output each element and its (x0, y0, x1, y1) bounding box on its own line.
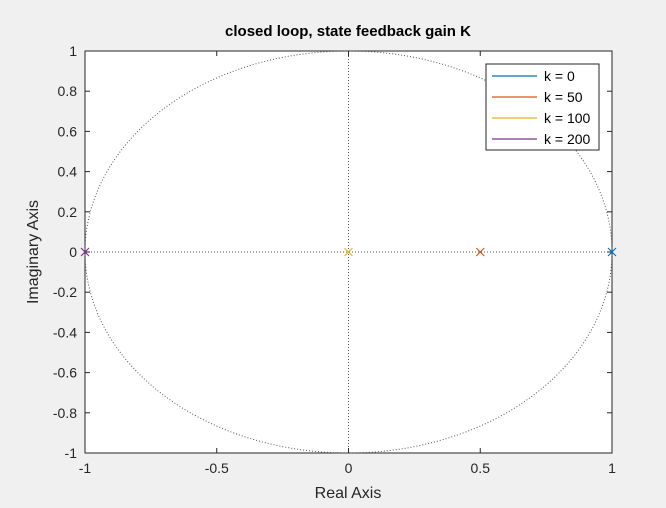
y-tick-label: -0.2 (53, 284, 77, 300)
legend-box (485, 63, 600, 151)
pole-marker (344, 247, 353, 257)
legend-label: k = 200 (544, 131, 591, 147)
x-tick-label: 0.5 (471, 460, 491, 476)
y-tick-label: 1 (69, 43, 77, 59)
legend-label: k = 100 (544, 110, 591, 126)
legend-label: k = 0 (544, 68, 575, 84)
plot-layer: -1 -0.5 0 0.5 1 1 0.8 0.6 0.4 0.2 0 -0.2 -0.4 -0.6 -0.… (53, 43, 617, 476)
chart-title: closed loop, state feedback gain K (225, 23, 471, 40)
legend: k = 0 k = 50 k = 100 k = 200 (485, 63, 600, 151)
pole-marker (607, 247, 617, 257)
pole-marker (475, 247, 485, 257)
pole-marker (80, 247, 90, 257)
y-tick-label: 0.6 (58, 123, 78, 139)
y-tick-label: -1 (65, 445, 78, 461)
y-tick-label: 0.4 (58, 164, 78, 180)
legend-label: k = 50 (544, 89, 583, 105)
y-tick-label: 0.8 (58, 83, 78, 99)
y-axis-label: Imaginary Axis (25, 200, 42, 304)
y-tick-label: 0.2 (58, 204, 78, 220)
x-tick-label: -1 (79, 460, 92, 476)
x-tick-label: -0.5 (205, 460, 229, 476)
legend-items: k = 0 k = 50 k = 100 k = 200 (492, 68, 591, 147)
x-axis-label: Real Axis (315, 485, 382, 502)
x-tick-label: 1 (608, 460, 616, 476)
y-tick-label: -0.8 (53, 405, 77, 421)
y-tick-label: -0.6 (53, 365, 77, 381)
x-tick-label: 0 (345, 460, 353, 476)
y-tick-label: 0 (69, 244, 77, 260)
y-tick-label: -0.4 (53, 324, 77, 340)
